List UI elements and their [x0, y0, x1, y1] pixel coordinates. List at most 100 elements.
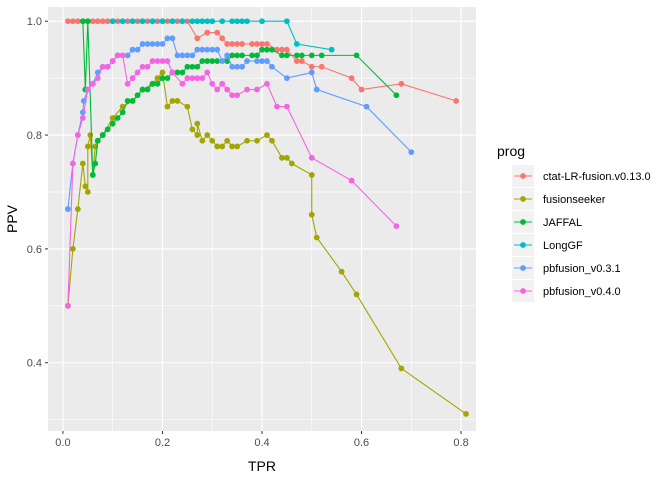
data-point [264, 80, 270, 87]
data-point [134, 92, 141, 99]
data-point [114, 115, 121, 121]
x-tick-label: 0.2 [155, 437, 170, 449]
legend-key-point [520, 242, 526, 248]
data-point [209, 137, 216, 144]
data-point [214, 58, 221, 64]
data-point [109, 18, 116, 25]
data-point [124, 80, 131, 87]
data-point [199, 18, 206, 25]
series-6 [65, 52, 400, 309]
data-point [224, 52, 231, 59]
data-point [453, 98, 459, 104]
data-point [234, 143, 241, 150]
legend-label: fusionseeker [543, 194, 606, 206]
data-point [279, 46, 285, 53]
data-point [144, 63, 151, 70]
x-tick-label: 0.0 [55, 437, 70, 449]
legend-title: prog [497, 143, 525, 159]
data-point [119, 52, 126, 59]
data-point [219, 18, 226, 25]
data-point [194, 75, 201, 82]
data-point [159, 18, 166, 25]
data-point [84, 86, 91, 93]
data-point [219, 80, 226, 87]
data-point [254, 137, 260, 144]
x-axis-title: TPR [248, 458, 276, 474]
data-point [398, 365, 405, 372]
data-point [279, 154, 285, 161]
data-point [234, 63, 241, 70]
data-point [298, 58, 305, 64]
data-point [164, 58, 171, 64]
data-point [293, 58, 300, 64]
data-point [288, 160, 295, 167]
data-point [214, 46, 221, 53]
data-point [254, 86, 260, 93]
data-point [254, 58, 260, 64]
data-point [179, 52, 186, 59]
data-point [134, 69, 141, 76]
data-point [214, 29, 221, 36]
legend-key-point [520, 219, 526, 225]
data-point [204, 132, 211, 138]
data-point [184, 75, 191, 82]
data-point [94, 137, 101, 144]
data-point [204, 18, 211, 25]
data-point [224, 86, 231, 93]
data-point [179, 69, 186, 76]
data-point [69, 245, 76, 252]
data-point [154, 80, 161, 87]
x-tick-label: 0.6 [354, 437, 369, 449]
data-point [174, 98, 181, 104]
data-point [119, 109, 126, 116]
y-tick-label: 0.4 [27, 358, 42, 370]
data-point [129, 75, 136, 82]
data-point [164, 103, 171, 110]
data-point [274, 103, 280, 110]
data-point [308, 171, 315, 178]
data-point [189, 63, 196, 70]
data-point [99, 132, 106, 138]
data-point [338, 268, 345, 275]
data-point [144, 41, 151, 47]
data-point [114, 52, 121, 59]
legend-label: pbfusion_v0.4.0 [543, 286, 621, 298]
data-point [209, 80, 216, 87]
data-point [224, 137, 231, 144]
data-point [92, 160, 99, 167]
y-tick-label: 0.8 [27, 130, 42, 142]
data-point [244, 18, 250, 25]
data-point [239, 41, 245, 47]
data-point [169, 98, 176, 104]
data-point [308, 154, 315, 161]
series-3 [79, 18, 400, 178]
data-point [328, 46, 335, 53]
data-point [184, 103, 191, 110]
data-point [264, 58, 270, 64]
data-point [79, 109, 86, 116]
data-point [348, 177, 355, 184]
data-point [94, 18, 101, 25]
data-point [169, 35, 176, 42]
data-point [348, 75, 355, 82]
data-point [204, 29, 211, 36]
data-point [194, 18, 201, 25]
data-point [119, 18, 126, 25]
data-point [184, 52, 191, 59]
data-point [189, 126, 196, 133]
data-point [149, 58, 156, 64]
data-point [219, 35, 226, 42]
data-point [109, 115, 116, 121]
data-point [264, 46, 270, 53]
data-point [82, 183, 89, 190]
data-point [318, 52, 325, 59]
data-point [264, 41, 270, 47]
data-point [89, 18, 96, 25]
data-point [94, 75, 101, 82]
data-point [129, 18, 136, 25]
data-point [194, 46, 201, 53]
data-point [69, 18, 76, 25]
data-point [204, 58, 211, 64]
data-point [184, 63, 191, 70]
data-point [313, 86, 320, 93]
